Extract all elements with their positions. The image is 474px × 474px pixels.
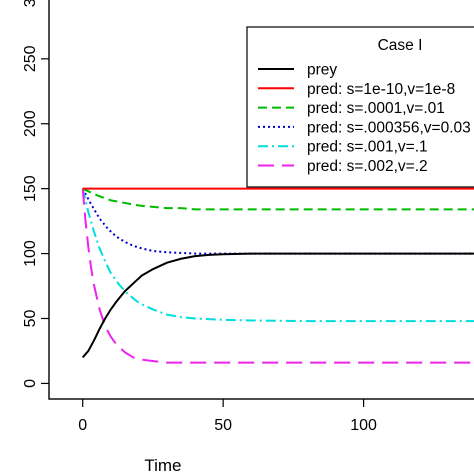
legend-label: prey <box>307 62 337 79</box>
y-tick-label: 0 <box>22 379 39 388</box>
x-tick-label: 0 <box>78 417 87 434</box>
y-tick-label: 200 <box>22 110 39 137</box>
legend-label: pred: s=1e-10,v=1e-8 <box>307 81 455 98</box>
y-tick-label: 50 <box>22 309 39 327</box>
series-line <box>81 188 474 364</box>
y-tick-label: 150 <box>22 175 39 202</box>
legend-title: Case I <box>378 37 423 54</box>
y-tick-label: 100 <box>22 240 39 267</box>
legend-box <box>246 26 474 188</box>
legend: Case I prey pred: s=1e-10,v=1e-8 pred: s=.0… <box>246 26 474 188</box>
axes: 0 50 100 0 50 100 150 200 250 300 <box>22 0 474 434</box>
y-tick-label: 300 <box>22 0 39 7</box>
x-axis-title: Time <box>144 456 181 474</box>
series-line <box>81 252 474 359</box>
y-tick-label: 250 <box>22 45 39 72</box>
x-tick-label: 100 <box>350 417 377 434</box>
x-tick-label: 50 <box>214 417 232 434</box>
legend-label: pred: s=.001,v=.1 <box>307 139 428 156</box>
legend-label: pred: s=.002,v=.2 <box>307 158 428 175</box>
series-line <box>81 188 474 255</box>
plot-area <box>81 187 474 364</box>
series-line <box>81 188 474 323</box>
legend-label: pred: s=.000356,v=0.03 <box>307 119 471 136</box>
legend-label: pred: s=.0001,v=.01 <box>307 100 445 117</box>
series-line <box>82 187 474 211</box>
plot-frame <box>48 0 474 400</box>
